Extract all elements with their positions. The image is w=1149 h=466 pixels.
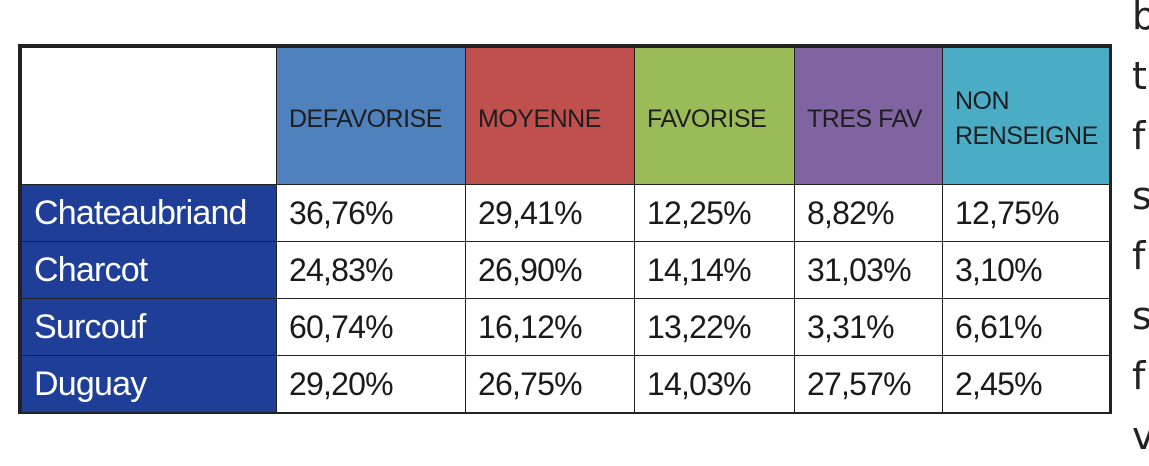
- table-cell: 12,25%: [634, 184, 795, 242]
- side-text-line: s: [1132, 294, 1149, 338]
- table-cell: 16,12%: [465, 298, 635, 356]
- column-header-defavorise: DEFAVORISE: [276, 47, 466, 185]
- table-cell: 60,74%: [276, 298, 466, 356]
- table-cell: 36,76%: [276, 184, 466, 242]
- side-text-line: t: [1132, 54, 1147, 98]
- side-text-line: f: [1132, 114, 1146, 158]
- table-cell: 26,75%: [465, 355, 635, 413]
- table-cell: 3,31%: [794, 298, 943, 356]
- side-text-line: f: [1132, 234, 1146, 278]
- column-header-non-renseigne: NON RENSEIGNE: [942, 47, 1110, 185]
- table-cell: 29,41%: [465, 184, 635, 242]
- table-row: Duguay 29,20% 26,75% 14,03% 27,57% 2,45%: [21, 355, 1110, 413]
- table-cell: 14,14%: [634, 241, 795, 299]
- table-cell: 6,61%: [942, 298, 1110, 356]
- data-table-container: DEFAVORISE MOYENNE FAVORISE TRES FAV NON…: [18, 44, 1112, 414]
- table-row: Chateaubriand 36,76% 29,41% 12,25% 8,82%…: [21, 184, 1110, 242]
- table-cell: 27,57%: [794, 355, 943, 413]
- side-text-line: f: [1132, 354, 1146, 398]
- row-header-charcot: Charcot: [21, 241, 277, 299]
- cropped-side-text: b t f s f s f v: [1132, 0, 1149, 466]
- table-cell: 26,90%: [465, 241, 635, 299]
- table-row: Surcouf 60,74% 16,12% 13,22% 3,31% 6,61%: [21, 298, 1110, 356]
- social-category-table: DEFAVORISE MOYENNE FAVORISE TRES FAV NON…: [21, 47, 1110, 413]
- table-cell: 8,82%: [794, 184, 943, 242]
- table-cell: 3,10%: [942, 241, 1110, 299]
- side-text-line: v: [1132, 414, 1149, 458]
- table-cell: 13,22%: [634, 298, 795, 356]
- table-row: Charcot 24,83% 26,90% 14,14% 31,03% 3,10…: [21, 241, 1110, 299]
- row-header-surcouf: Surcouf: [21, 298, 277, 356]
- side-text-line: b: [1132, 0, 1149, 38]
- table-cell: 31,03%: [794, 241, 943, 299]
- table-cell: 14,03%: [634, 355, 795, 413]
- side-text-line: s: [1132, 174, 1149, 218]
- column-header-moyenne: MOYENNE: [465, 47, 635, 185]
- table-cell: 12,75%: [942, 184, 1110, 242]
- row-header-duguay: Duguay: [21, 355, 277, 413]
- column-header-favorise: FAVORISE: [634, 47, 795, 185]
- row-header-chateaubriand: Chateaubriand: [21, 184, 277, 242]
- table-cell: 29,20%: [276, 355, 466, 413]
- table-cell: 2,45%: [942, 355, 1110, 413]
- empty-corner-cell: [21, 47, 277, 185]
- table-cell: 24,83%: [276, 241, 466, 299]
- column-header-tres-fav: TRES FAV: [794, 47, 943, 185]
- table-header-row: DEFAVORISE MOYENNE FAVORISE TRES FAV NON…: [21, 47, 1110, 185]
